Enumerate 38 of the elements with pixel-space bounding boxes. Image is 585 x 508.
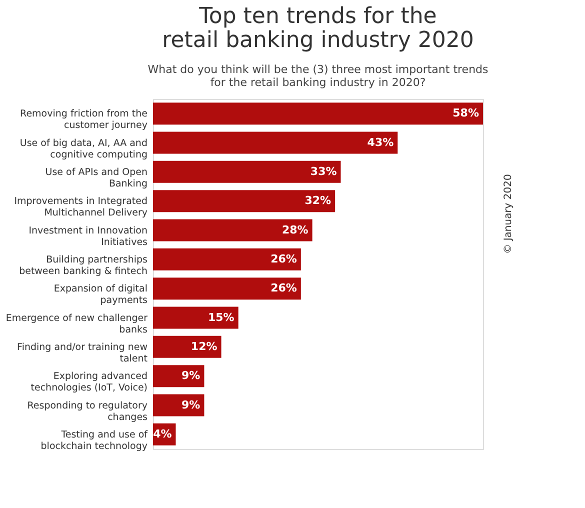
y-tick-label: Building partnerships between banking & fintech <box>19 254 148 277</box>
bar <box>153 365 204 388</box>
bar <box>153 219 312 242</box>
y-tick-label: Removing friction from the customer journey <box>20 108 148 132</box>
data-label: 32% <box>304 194 332 208</box>
y-tick-label: Responding to regulatory changes <box>27 400 148 423</box>
bar <box>153 306 238 329</box>
data-label: 28% <box>282 223 308 236</box>
data-label: 43% <box>367 136 394 149</box>
data-label: 4% <box>153 427 172 440</box>
bar <box>153 190 336 212</box>
data-label: 9% <box>182 398 200 412</box>
data-label: 58% <box>452 106 479 120</box>
bar <box>153 102 483 125</box>
text: © January 2020 <box>503 174 514 254</box>
chart-subtitle: What do you think will be the (3) three most important trends for the retail banking industry in 2020? <box>148 63 489 89</box>
bar <box>153 336 222 358</box>
bar <box>153 248 301 270</box>
data-label: 33% <box>310 164 337 178</box>
data-label: 12% <box>190 340 218 353</box>
y-tick-label: Testing and use of blockchain technology <box>40 429 148 452</box>
bar <box>153 394 204 416</box>
data-label: 26% <box>270 282 297 295</box>
data-label: 15% <box>208 310 234 324</box>
y-tick-label: Use of big data, AI, AA and cognitive computing <box>20 138 148 160</box>
data-label: 9% <box>182 369 200 382</box>
y-tick-label: Improvements in Integrated Multichannel Delivery <box>14 196 148 219</box>
y-tick-label: Investment in Innovation Initiatives <box>28 225 148 248</box>
y-tick-label: Expansion of digital payments <box>54 284 148 306</box>
chart-title: Top ten trends for the retail banking industry 2020 <box>162 4 474 53</box>
y-tick-label: Exploring advanced technologies (IoT, Voice) <box>30 371 148 394</box>
data-label: 26% <box>270 252 297 266</box>
y-tick-label: Emergence of new challenger banks <box>6 312 148 336</box>
bar <box>153 132 398 154</box>
y-tick-label: Finding and/or training new talent <box>17 342 148 364</box>
y-tick-label: Use of APIs and Open Banking <box>45 166 148 190</box>
bar <box>153 160 341 183</box>
bar <box>153 278 301 300</box>
